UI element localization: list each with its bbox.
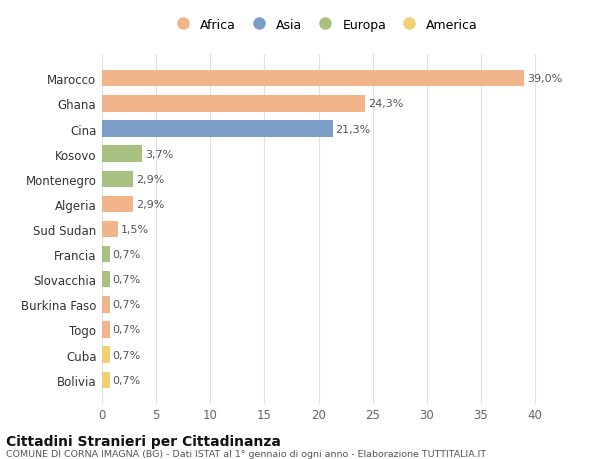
Text: 21,3%: 21,3% (335, 124, 371, 134)
Text: 0,7%: 0,7% (112, 250, 140, 259)
Text: 0,7%: 0,7% (112, 325, 140, 335)
Bar (102, 271, 110, 288)
Text: 3,7%: 3,7% (145, 149, 173, 159)
Text: 0,7%: 0,7% (112, 350, 140, 360)
Bar (102, 221, 118, 238)
Bar (102, 196, 133, 213)
Legend: Africa, Asia, Europa, America: Africa, Asia, Europa, America (167, 16, 481, 34)
Text: 0,7%: 0,7% (112, 375, 140, 385)
Bar (102, 71, 524, 87)
Bar (102, 146, 142, 162)
Bar (102, 246, 110, 263)
Text: 2,9%: 2,9% (136, 174, 164, 185)
Bar (102, 322, 110, 338)
Text: 24,3%: 24,3% (368, 99, 403, 109)
Text: 39,0%: 39,0% (527, 74, 562, 84)
Bar (102, 171, 133, 188)
Bar (102, 121, 332, 137)
Bar (102, 372, 110, 388)
Text: 0,7%: 0,7% (112, 300, 140, 310)
Text: 2,9%: 2,9% (136, 200, 164, 209)
Text: Cittadini Stranieri per Cittadinanza: Cittadini Stranieri per Cittadinanza (6, 434, 281, 448)
Text: 0,7%: 0,7% (112, 274, 140, 285)
Text: COMUNE DI CORNA IMAGNA (BG) - Dati ISTAT al 1° gennaio di ogni anno - Elaborazio: COMUNE DI CORNA IMAGNA (BG) - Dati ISTAT… (6, 449, 486, 458)
Bar (102, 96, 365, 112)
Bar (102, 297, 110, 313)
Text: 1,5%: 1,5% (121, 224, 149, 235)
Bar (102, 347, 110, 363)
